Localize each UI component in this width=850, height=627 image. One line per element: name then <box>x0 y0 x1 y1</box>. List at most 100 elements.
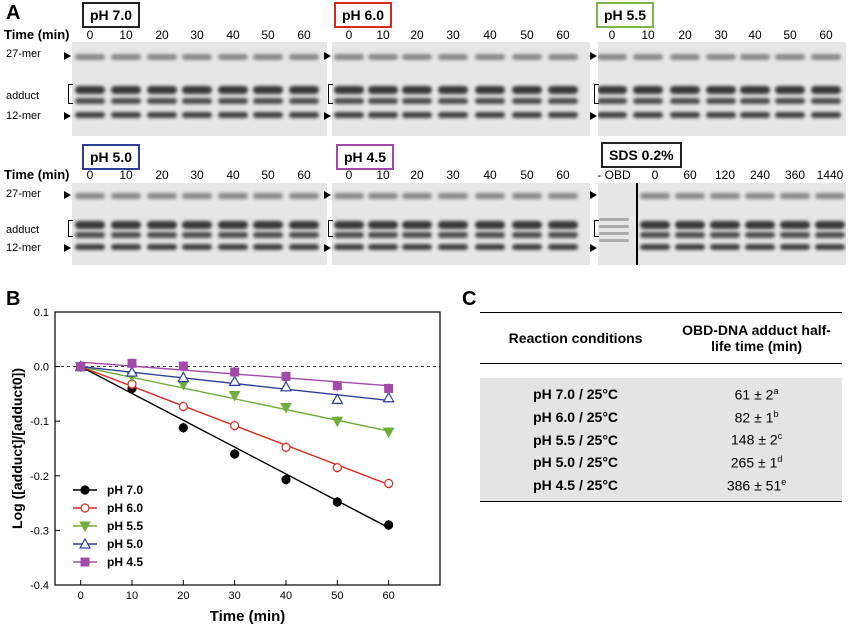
gel-band <box>334 86 364 94</box>
gel-band <box>670 98 700 104</box>
legend-label: pH 7.0 <box>107 483 143 497</box>
gel-band <box>710 231 740 238</box>
legend-marker <box>80 557 90 567</box>
condition-cell: pH 4.5 / 25°C <box>480 473 672 503</box>
gel-band <box>633 112 663 118</box>
gel-row-label: 27-mer <box>6 187 41 200</box>
data-point <box>230 420 240 431</box>
adduct-bracket <box>328 219 333 238</box>
gel-band <box>706 54 736 60</box>
data-point <box>228 375 241 386</box>
gel-band <box>706 112 736 118</box>
gel-image <box>332 42 590 136</box>
band-arrow <box>590 112 597 120</box>
gel-band <box>475 98 505 104</box>
gel-band <box>512 98 542 104</box>
significance-superscript: d <box>777 453 783 464</box>
gel-band <box>111 86 141 94</box>
gel-image <box>598 183 846 265</box>
legend-marker <box>80 485 90 495</box>
gel-band <box>815 193 845 200</box>
gel-band <box>147 112 177 118</box>
gel-band <box>218 231 248 238</box>
gel-band <box>438 231 468 238</box>
lane-time-label: 40 <box>226 28 240 42</box>
gel-band <box>675 244 705 251</box>
gel-band <box>599 224 629 228</box>
gel-band <box>512 231 542 238</box>
gel-lane <box>251 183 285 265</box>
x-tick-label: 60 <box>383 590 395 602</box>
gel-band <box>640 231 670 238</box>
gel-lane <box>704 42 738 136</box>
gel-band <box>334 193 364 200</box>
gel-band <box>740 86 770 94</box>
header-half-life: OBD-DNA adduct half-life time (min) <box>671 312 842 364</box>
gel-band <box>710 221 740 230</box>
panel-label-a: A <box>6 2 21 24</box>
gel-band <box>402 98 432 104</box>
lane-time-label: 60 <box>683 168 697 182</box>
lane-time-label: 30 <box>446 168 460 182</box>
legend-marker <box>80 503 90 513</box>
gel-band <box>512 244 542 251</box>
lane-time-label: 50 <box>783 28 797 42</box>
table-row: pH 5.0 / 25°C 265 ± 1d <box>480 450 842 474</box>
data-point <box>332 381 342 391</box>
gel-lane <box>510 42 544 136</box>
gel-band <box>75 54 105 60</box>
data-point <box>384 383 394 393</box>
gel-lane <box>73 42 107 136</box>
x-tick-label: 20 <box>177 590 189 602</box>
gel-band <box>548 86 578 94</box>
ph-label-box: pH 6.0 <box>334 2 393 28</box>
gel-band <box>706 86 736 94</box>
time-axis-label: Time (min) <box>4 27 70 42</box>
legend-label: pH 4.5 <box>107 555 143 569</box>
gel-band <box>402 244 432 251</box>
gel-band <box>710 244 740 251</box>
gel-lane <box>473 42 507 136</box>
gel-band <box>147 54 177 60</box>
gel-band <box>253 86 283 94</box>
gel-lane <box>638 183 672 265</box>
gel-band <box>334 112 364 118</box>
lane-time-label: 40 <box>483 28 497 42</box>
gel-lane <box>332 42 366 136</box>
gel-band <box>75 244 105 251</box>
band-arrow <box>324 112 331 120</box>
gel-band <box>598 54 627 60</box>
gel-band <box>218 244 248 251</box>
gel-band <box>334 221 364 230</box>
lane-time-label: 30 <box>714 28 728 42</box>
panel-label-c: C <box>462 288 477 310</box>
gel-band <box>182 98 212 104</box>
gel-band <box>289 193 319 200</box>
gel-band <box>745 231 775 238</box>
gel-band <box>475 112 505 118</box>
gel-lane <box>109 183 143 265</box>
gel-band <box>182 112 212 118</box>
band-arrow <box>324 191 331 200</box>
gel-band <box>253 244 283 251</box>
gel-band <box>745 221 775 230</box>
gel-band <box>368 54 398 60</box>
band-arrow <box>590 243 597 252</box>
band-arrow <box>64 243 71 252</box>
gel-lane <box>180 42 214 136</box>
gel-row-label: 12-mer <box>6 110 41 122</box>
gel-lane <box>743 183 777 265</box>
gel-image <box>598 42 846 136</box>
half-life-cell: 82 ± 1b <box>671 405 842 429</box>
gel-band <box>811 98 841 104</box>
gel-band <box>815 244 845 251</box>
gel-band <box>775 86 805 94</box>
data-point <box>280 403 292 414</box>
band-arrow <box>324 52 331 60</box>
gel-band <box>780 221 810 230</box>
lane-time-label: 20 <box>155 168 169 182</box>
gel-band <box>710 193 740 200</box>
y-tick-label: -0.1 <box>30 416 49 428</box>
gel-band <box>740 54 770 60</box>
gel-band <box>815 231 845 238</box>
